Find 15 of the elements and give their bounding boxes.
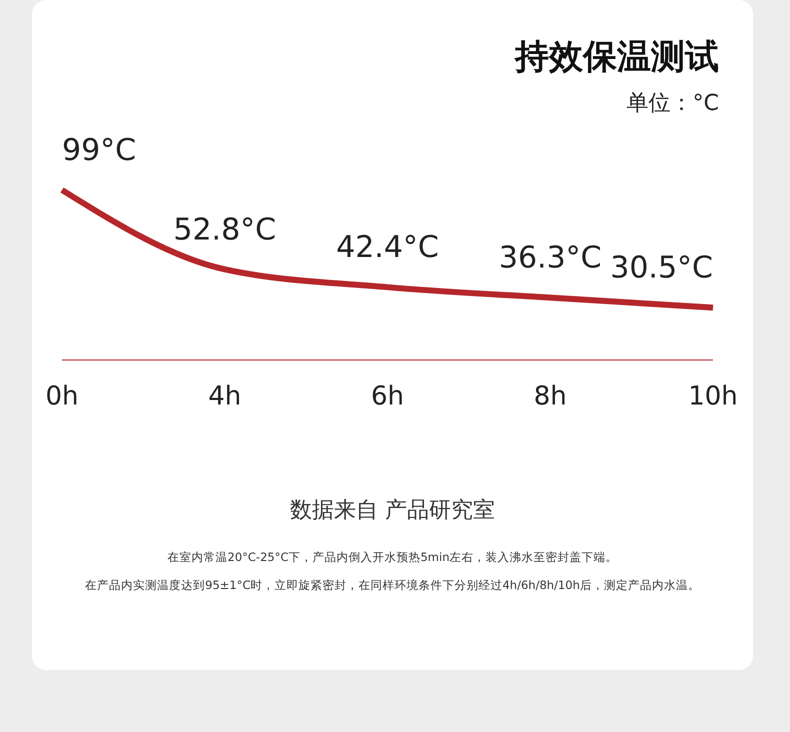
x-tick-label: 10h	[688, 381, 738, 412]
data-label: 36.3°C	[498, 240, 602, 276]
text: 数据来自 产品研究室	[289, 497, 496, 525]
data-label: 30.5°C	[610, 250, 713, 286]
x-tick-label: 0h	[45, 381, 79, 412]
data-label: 99°C	[62, 133, 136, 168]
data-label: 42.4°C	[336, 230, 439, 266]
text: 在室内常温20°C-25°C下，产品内倒入开水预热5min左右，装入沸水至密封盖下端。	[166, 550, 618, 565]
chart-subtitle: 单位：°C	[626, 90, 719, 118]
x-tick-label: 4h	[208, 381, 242, 412]
data-label: 52.8°C	[173, 212, 276, 248]
x-tick-label: 8h	[534, 381, 567, 412]
x-tick-label: 6h	[370, 381, 404, 412]
text: 在产品内实测温度达到95±1°C时，立即旋紧密封，在同样环境条件下分别经过4h/6h/8h/10h后，测定产品内水温。	[84, 578, 701, 593]
chart-title: 持效保温测试	[515, 36, 719, 79]
